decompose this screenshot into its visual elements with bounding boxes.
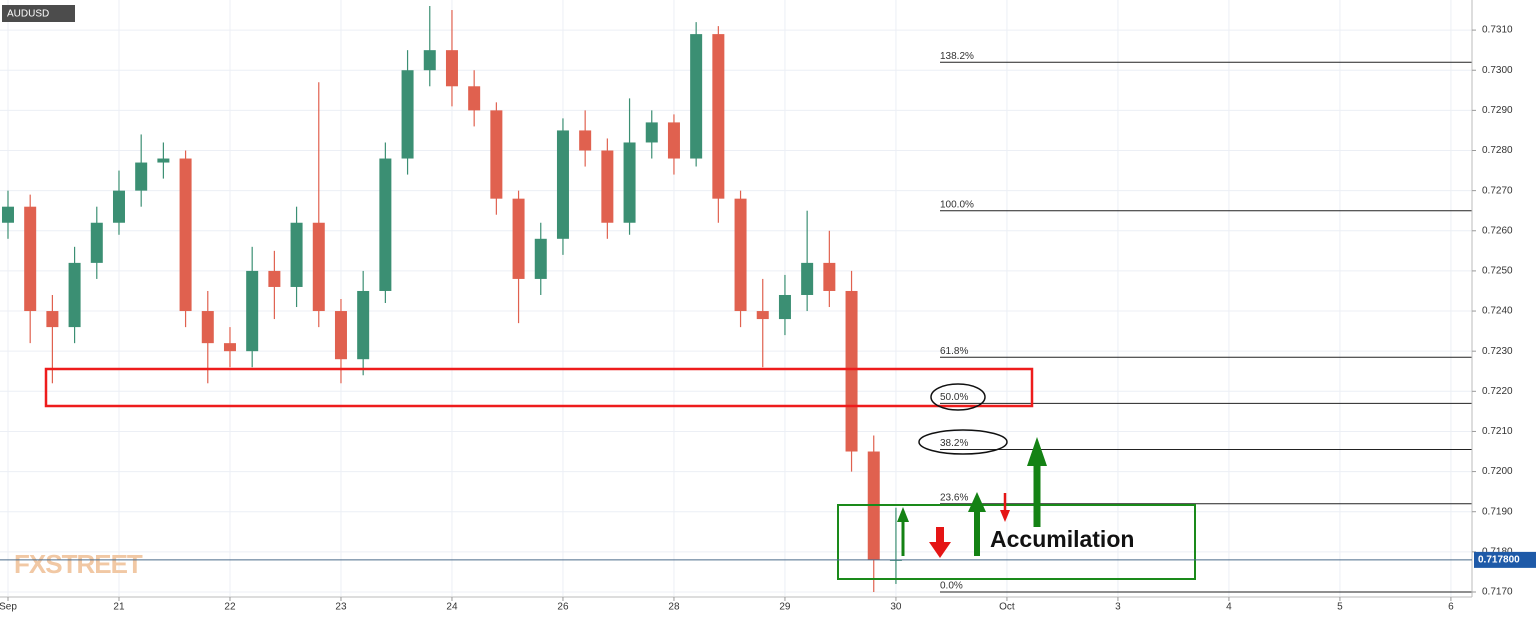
candle-body [357, 290, 370, 360]
candle-body [246, 270, 259, 352]
candle-body [801, 262, 814, 295]
fib-label: 0.0% [940, 581, 963, 592]
candle-body [667, 122, 680, 159]
candle-body [445, 50, 458, 87]
y-tick-label: 0.7170 [1482, 587, 1513, 598]
candle-body [845, 290, 858, 452]
candle-body [623, 142, 636, 223]
support-zone [44, 367, 1034, 408]
candle-body [734, 198, 747, 312]
x-tick-label: 23 [335, 602, 347, 613]
candle-body [1, 206, 14, 223]
x-tick-label: 6 [1448, 602, 1454, 613]
last-price-box [1474, 551, 1536, 568]
x-tick-label: 4 [1226, 602, 1232, 613]
accumulation-zone [837, 504, 1196, 580]
axes: 0.71700.71800.71900.72000.72100.72200.72… [0, 25, 1536, 613]
y-tick-label: 0.7300 [1482, 65, 1513, 76]
x-tick-label: 22 [224, 602, 236, 613]
x-tick-label: 3 [1115, 602, 1121, 613]
candle-body [268, 270, 281, 287]
x-tick-label: 29 [779, 602, 791, 613]
fib-label: 50.0% [940, 392, 968, 403]
candle-body [379, 158, 392, 291]
candle-body [645, 122, 658, 143]
candle-body [756, 311, 769, 320]
fib-levels: 138.2% 100.0% 61.8% 50.0% 38.2% 23.6% 0.0% [940, 51, 1472, 593]
candles [1, 6, 902, 592]
candle-body [579, 130, 592, 151]
x-tick-label: 26 [557, 602, 569, 613]
candle-body [179, 158, 192, 312]
x-tick-label: Oct [999, 602, 1015, 613]
candle-body [423, 50, 436, 71]
y-tick-label: 0.7220 [1482, 386, 1513, 397]
symbol: AUDUSD [7, 9, 49, 20]
y-tick-label: 0.7290 [1482, 105, 1513, 116]
candle-body [24, 206, 37, 312]
candle-body [334, 311, 347, 360]
candle-body [690, 34, 703, 159]
candle-body [468, 86, 481, 111]
watermark: FXSTREET [14, 549, 143, 579]
arrows [897, 437, 1047, 558]
grid [0, 0, 1472, 596]
x-tick-label: 24 [446, 602, 458, 613]
candle-body [201, 311, 214, 344]
candle-body [112, 190, 125, 223]
x-tick-label: Sep [0, 602, 17, 613]
x-tick-label: 28 [668, 602, 680, 613]
y-tick-label: 0.7200 [1482, 466, 1513, 477]
fib-label: 61.8% [940, 346, 968, 357]
last-price-label: 0.717800 [1478, 555, 1520, 566]
y-tick-label: 0.7240 [1482, 306, 1513, 317]
fib-label: 23.6% [940, 492, 968, 503]
candle-body [157, 158, 170, 163]
candle-body [46, 311, 59, 328]
candle-body [135, 162, 148, 191]
fib-label: 100.0% [940, 199, 974, 210]
y-tick-label: 0.7190 [1482, 506, 1513, 517]
y-tick-label: 0.7210 [1482, 426, 1513, 437]
y-tick-label: 0.7230 [1482, 346, 1513, 357]
fib-label: 138.2% [940, 51, 974, 62]
x-tick-label: 21 [113, 602, 125, 613]
candle-body [534, 238, 547, 279]
y-tick-label: 0.7260 [1482, 225, 1513, 236]
candle-body [490, 110, 503, 199]
y-tick-label: 0.7270 [1482, 185, 1513, 196]
ellipse [918, 429, 1008, 455]
candle-body [778, 294, 791, 320]
fib-label: 38.2% [940, 438, 968, 449]
candle-body [68, 262, 81, 328]
candle-body [90, 222, 103, 263]
candle-body [823, 262, 836, 291]
annotation: Accumilation [990, 526, 1134, 552]
candle-body [512, 198, 525, 279]
candle-body [601, 150, 614, 223]
candle-body [712, 34, 725, 199]
candle-body [556, 130, 569, 239]
symbol-box [2, 5, 75, 22]
x-tick-label: 30 [890, 602, 902, 613]
y-tick-label: 0.7280 [1482, 145, 1513, 156]
y-tick-label: 0.7250 [1482, 266, 1513, 277]
candle-body [290, 222, 303, 287]
candle-body [401, 70, 414, 159]
ellipse [930, 383, 986, 411]
candle-body [312, 222, 325, 312]
x-tick-label: 5 [1337, 602, 1343, 613]
y-tick-label: 0.7310 [1482, 25, 1513, 36]
candle-body [223, 343, 236, 352]
